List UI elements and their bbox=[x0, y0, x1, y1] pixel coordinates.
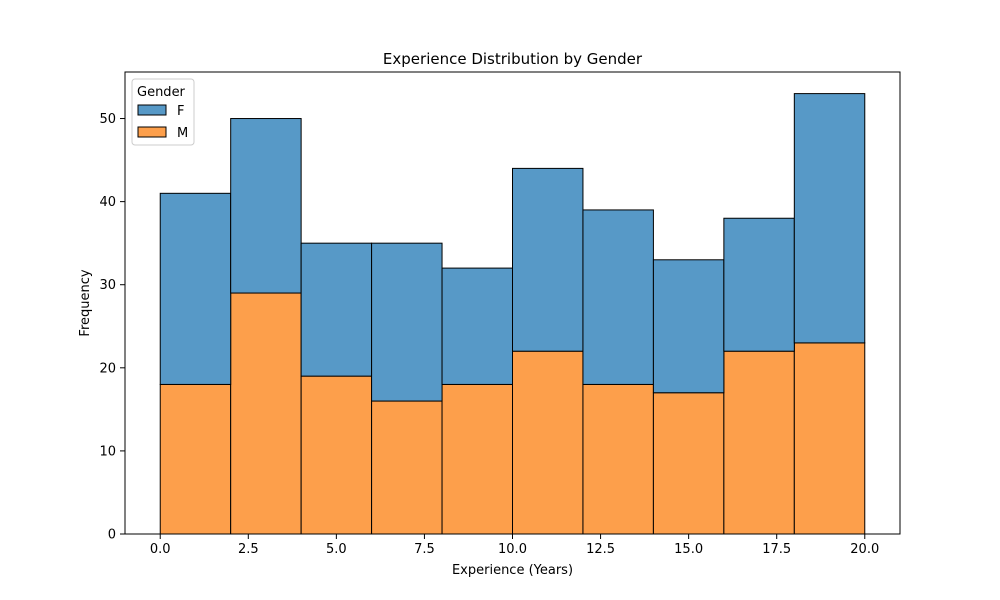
bar-m-6 bbox=[582, 383, 654, 535]
y-axis: 0 10 20 30 40 50 bbox=[99, 112, 125, 543]
bar-f-1 bbox=[230, 118, 302, 294]
x-tick-label: 0.0 bbox=[150, 542, 171, 557]
x-tick-label: 17.5 bbox=[762, 542, 791, 557]
bar-m-8 bbox=[723, 350, 795, 535]
x-tick-label: 2.5 bbox=[238, 542, 259, 557]
bar-f-8 bbox=[723, 217, 795, 352]
x-tick-label: 15.0 bbox=[674, 542, 703, 557]
bar-f-3 bbox=[371, 242, 443, 402]
y-tick-label: 20 bbox=[99, 361, 116, 376]
bar-f-7 bbox=[652, 259, 725, 394]
bar-f-0 bbox=[159, 192, 232, 385]
x-tick-label: 7.5 bbox=[414, 542, 435, 557]
bars-layer bbox=[159, 93, 866, 535]
y-tick-label: 10 bbox=[99, 444, 116, 459]
bar-f-9 bbox=[793, 93, 866, 344]
bar-m-7 bbox=[652, 392, 725, 535]
bar-m-3 bbox=[371, 400, 443, 535]
x-axis-label: Experience (Years) bbox=[452, 563, 573, 578]
legend-swatch-f bbox=[137, 104, 167, 116]
x-tick-label: 10.0 bbox=[498, 542, 527, 557]
y-tick-label: 40 bbox=[99, 195, 116, 210]
bar-m-2 bbox=[300, 375, 373, 535]
y-tick-label: 0 bbox=[108, 528, 116, 543]
bar-m-0 bbox=[159, 383, 232, 535]
bar-f-6 bbox=[582, 209, 654, 385]
y-axis-label: Frequency bbox=[78, 269, 93, 336]
chart-title: Experience Distribution by Gender bbox=[383, 50, 643, 68]
x-tick-label: 5.0 bbox=[326, 542, 347, 557]
bar-m-1 bbox=[230, 292, 302, 535]
y-tick-label: 30 bbox=[99, 278, 116, 293]
bar-f-2 bbox=[300, 242, 373, 377]
x-axis: 0.0 2.5 5.0 7.5 10.0 12.5 15.0 17.5 20.0 bbox=[150, 534, 879, 557]
bar-m-5 bbox=[512, 350, 584, 535]
bar-f-4 bbox=[441, 267, 513, 385]
y-tick-label: 50 bbox=[99, 112, 116, 127]
legend-swatch-m bbox=[137, 126, 167, 138]
legend-title: Gender bbox=[137, 85, 186, 100]
x-tick-label: 20.0 bbox=[850, 542, 879, 557]
legend-label-m: M bbox=[177, 126, 188, 141]
legend: Gender F M bbox=[131, 78, 195, 146]
bar-m-4 bbox=[441, 383, 513, 535]
legend-label-f: F bbox=[177, 104, 184, 119]
x-tick-label: 12.5 bbox=[586, 542, 615, 557]
bar-f-5 bbox=[512, 167, 584, 352]
bar-m-9 bbox=[793, 342, 866, 535]
